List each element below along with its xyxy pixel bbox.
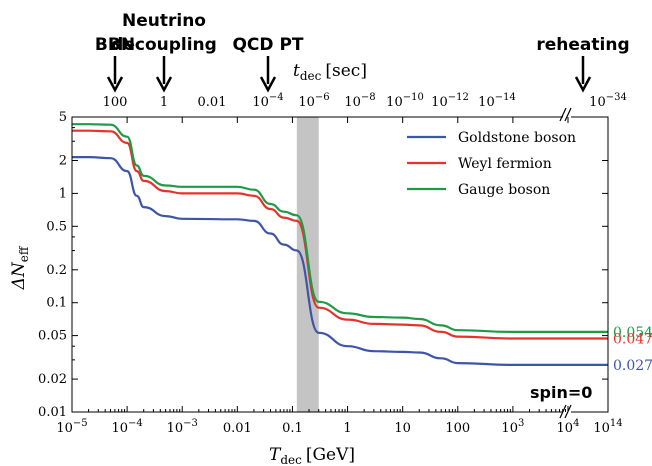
y-tick-label: 0.1 <box>46 296 67 311</box>
y-tick-label: 0.2 <box>46 263 67 278</box>
event-arrow-head <box>259 76 277 93</box>
top-tick-label: 10−10 <box>386 92 424 110</box>
top-tick-label: 10−8 <box>344 92 375 110</box>
series-end-label: 0.027 <box>613 358 652 374</box>
x-tick-label: 0.01 <box>223 421 252 436</box>
legend-label: Goldstone boson <box>458 130 576 146</box>
top-axis: 100 1 0.01 10−4 10−6 10−8 10−10 10−12 10−14 10−34 <box>103 92 627 110</box>
x-axis: 10−5 10−4 10−3 0.01 0.1 1 10 100 103 104 1014 <box>56 117 623 436</box>
x-axis-label: Tdec [GeV] <box>269 445 355 466</box>
series-line-1 <box>72 129 608 340</box>
x-tick-label: 10 <box>394 421 411 436</box>
legend-label: Gauge boson <box>458 182 550 198</box>
top-tick-label: 100 <box>103 95 128 110</box>
event-arrow-head <box>574 76 592 93</box>
event-annotations: BBN Neutrino decoupling QCD PT reheating <box>95 11 630 93</box>
y-tick-label: 5 <box>59 110 67 125</box>
top-tick-label: 1 <box>160 95 168 110</box>
event-label: decoupling <box>111 35 217 55</box>
y-axis-label: ΔNeff <box>9 245 31 290</box>
legend-label: Weyl fermion <box>458 156 552 172</box>
event-label: BBN <box>95 35 135 55</box>
x-tick-label: 1014 <box>593 418 622 436</box>
top-tick-label: 0.01 <box>198 95 227 110</box>
top-tick-label: 10−14 <box>478 92 516 110</box>
x-tick-label: 10−3 <box>167 418 198 436</box>
top-tick-label: 10−4 <box>252 92 283 110</box>
top-axis-label: tdec [sec] <box>293 61 367 83</box>
y-tick-label: 0.5 <box>46 219 67 234</box>
event-label: QCD PT <box>232 35 303 55</box>
y-tick-label: 0.01 <box>38 405 67 420</box>
top-tick-label: 10−12 <box>431 92 469 110</box>
y-tick-label: 0.05 <box>38 329 67 344</box>
event-label: reheating <box>536 35 629 55</box>
spin-annotation: spin=0 <box>530 383 592 402</box>
axis-break-gap <box>563 109 571 119</box>
x-tick-label: 103 <box>501 418 524 436</box>
axis-breaks <box>559 107 572 419</box>
series-end-label: 0.047 <box>613 332 652 348</box>
event-arrow-head <box>106 76 124 93</box>
top-tick-label: 10−6 <box>298 92 329 110</box>
series-line-2 <box>72 123 608 334</box>
x-tick-label: 10−4 <box>111 418 142 436</box>
y-axis: 0.01 0.02 0.05 0.1 0.2 0.5 1 2 5 <box>38 110 608 420</box>
y-tick-label: 1 <box>59 186 67 201</box>
x-tick-label: 1 <box>343 421 351 436</box>
x-tick-label: 10−5 <box>56 418 87 436</box>
legend: Goldstone boson Weyl fermion Gauge boson <box>407 130 576 198</box>
axis-break-gap <box>563 406 571 416</box>
axis-break-top <box>564 107 572 122</box>
series-lines <box>72 123 608 367</box>
series-line-0 <box>72 155 608 367</box>
x-tick-label: 104 <box>557 418 580 436</box>
x-tick-label: 0.1 <box>282 421 303 436</box>
plot-frame <box>71 116 609 413</box>
axis-break-top <box>559 107 567 122</box>
y-tick-label: 2 <box>59 153 67 168</box>
x-tick-label: 100 <box>445 421 470 436</box>
event-arrow-head <box>155 76 173 93</box>
top-tick-label: 10−34 <box>589 92 627 110</box>
y-tick-label: 0.02 <box>38 372 67 387</box>
series-end-label: 0.054 <box>613 325 652 341</box>
event-label: Neutrino <box>122 11 206 31</box>
